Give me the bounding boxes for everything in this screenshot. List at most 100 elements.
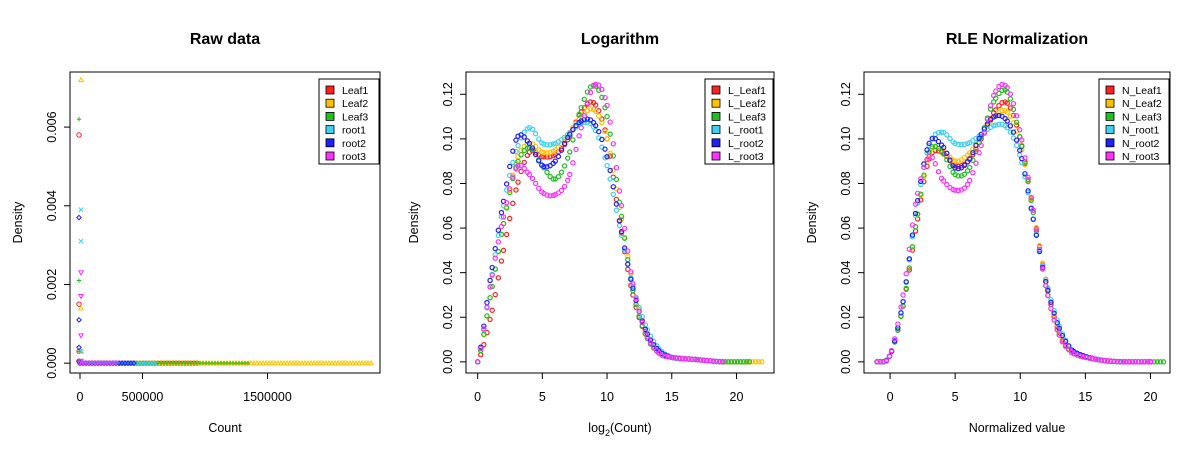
data-point [513,137,519,143]
data-point [921,172,927,178]
y-axis-label: Density [805,201,819,243]
data-point [984,116,991,122]
legend-label: N_Leaf1 [1122,85,1162,97]
y-tick-label: 0.04 [441,260,455,284]
data-point [1013,137,1020,143]
legend-label: N_root2 [1122,138,1160,150]
legend-item: N_Leaf3 [1105,111,1162,123]
data-point [734,359,741,365]
data-point [256,359,264,366]
y-tick-label: 0.00 [839,350,853,374]
data-point [1025,188,1031,194]
data-point [112,360,120,367]
data-point [1004,118,1010,124]
data-point [521,134,527,140]
data-point [999,87,1005,94]
data-point [570,126,576,133]
data-point [990,92,997,99]
chart-title: Raw data [190,31,260,48]
data-point [498,209,505,216]
data-point [558,187,565,194]
data-point [1129,359,1135,365]
data-point [926,154,932,160]
data-point [343,359,351,366]
data-point [567,149,573,155]
data-point [492,245,498,252]
data-point [106,360,114,367]
legend-item: N_Leaf2 [1105,98,1162,110]
data-point [307,359,315,366]
data-point [313,359,321,366]
data-point [76,214,82,221]
data-point [587,89,594,96]
data-point [970,149,976,156]
data-point [492,252,498,258]
data-point [613,176,620,183]
data-point [912,228,919,234]
data-point [909,222,916,228]
data-point [310,359,318,366]
data-point [1157,359,1164,365]
legend-swatch [1105,151,1115,161]
series-Leaf3 [76,117,251,366]
data-point [599,116,605,122]
data-point [91,360,99,367]
data-point [642,328,649,335]
data-point [544,169,550,175]
data-point [596,113,602,119]
data-point [109,360,117,367]
legend-label: Leaf2 [342,98,368,110]
data-point [993,122,999,128]
data-point [1010,112,1017,119]
data-point [670,354,677,361]
data-point [544,164,550,170]
series-group [474,81,765,365]
data-point [592,127,599,134]
data-point [616,218,623,224]
data-point [1059,338,1066,345]
x-axis-label: log2(Count) [588,421,651,438]
data-point [1043,276,1049,283]
data-point [361,359,369,366]
data-point [555,153,562,160]
data-point [1007,129,1014,135]
legend-swatch [1105,98,1115,108]
x-tick-label: 5 [539,390,546,404]
data-point [349,359,357,366]
data-point [898,313,904,320]
data-point [487,295,493,301]
data-point [334,359,342,366]
legend-item: L_Leaf3 [711,111,766,123]
data-point [570,137,576,143]
data-point [903,285,909,292]
data-point [926,140,932,147]
data-point [1013,142,1020,149]
data-point [536,185,542,191]
legend-swatch [711,85,721,95]
x-tick-label: 500000 [122,390,164,404]
data-point [85,360,93,367]
data-point [996,103,1002,109]
data-point [967,150,973,156]
data-point [592,108,599,115]
data-point [1048,299,1054,305]
data-point [935,169,942,175]
x-tick-label: 0 [474,390,481,404]
data-point [515,179,521,185]
data-point [584,119,591,126]
data-point [292,359,300,366]
legend-item: L_root1 [711,125,764,137]
data-point [935,138,942,145]
data-point [1033,232,1040,238]
data-point [319,359,327,366]
panel-raw: Raw data 0 500000 1500000 0.000 0.002 0.004 0.0… [11,31,381,435]
data-point [673,355,680,361]
legend-label: root2 [342,138,366,150]
data-point [346,359,354,366]
data-point [1154,359,1160,365]
data-point [1077,353,1083,359]
data-point [710,358,716,364]
data-point [498,231,505,238]
data-point [993,88,999,94]
